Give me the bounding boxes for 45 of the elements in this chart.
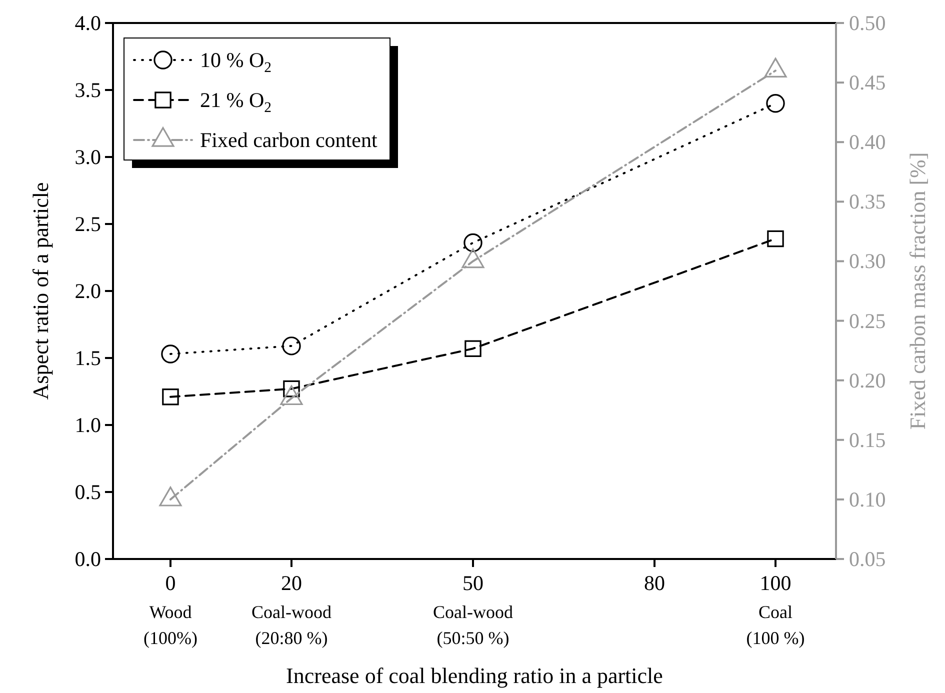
y-tick-label: 2.5 xyxy=(74,212,101,236)
x-tick-label: 100 xyxy=(760,571,792,595)
point xyxy=(766,94,785,113)
x-tick-label: 80 xyxy=(644,571,665,595)
legend-label: 10 % O$_{2}$ xyxy=(200,48,272,76)
x-tick-label: 0 xyxy=(165,571,176,595)
y2-tick-label: 0.05 xyxy=(849,547,886,571)
point xyxy=(764,58,787,78)
x-axis-title: Increase of coal blending ratio in a particle xyxy=(286,663,663,688)
text: Coal-wood (20:80 %) xyxy=(251,602,332,648)
y-tick-label: 3.5 xyxy=(74,78,101,102)
y2-tick-label: 0.35 xyxy=(849,190,886,214)
y2-tick-label: 0.30 xyxy=(849,249,886,274)
point xyxy=(767,230,784,248)
text: Coal-wood (50:50 %) xyxy=(432,602,513,648)
y-tick-label: 2.0 xyxy=(74,279,101,303)
point xyxy=(280,385,303,406)
y-tick-label: 0.5 xyxy=(74,480,101,504)
y2-tick-label: 0.45 xyxy=(849,70,886,95)
y2-axis-title: Fixed carbon mass fraction [%] xyxy=(904,152,930,430)
y-tick-label: 4.0 xyxy=(74,11,101,35)
y2-tick-label: 0.25 xyxy=(849,308,886,333)
y-tick-label: 1.0 xyxy=(74,413,101,437)
y2-tick-label: 0.40 xyxy=(849,130,886,154)
text: Wood (100%) xyxy=(143,602,198,648)
y2-tick-label: 0.20 xyxy=(849,368,886,392)
y2-tick-label: 0.50 xyxy=(849,11,886,35)
x-tick-label: 20 xyxy=(280,571,302,595)
legend-label: Fixed carbon content xyxy=(200,128,378,152)
y-axis-title: Aspect ratio of a particle xyxy=(28,182,52,400)
y2-tick-label: 0.10 xyxy=(849,487,886,512)
point xyxy=(161,344,180,364)
point xyxy=(159,486,182,506)
y-tick-label: 0.0 xyxy=(74,547,101,571)
y-tick-label: 1.5 xyxy=(74,346,101,370)
point xyxy=(462,248,484,268)
y2-tick-label: 0.15 xyxy=(849,428,886,452)
y-tick-label: 3.0 xyxy=(74,145,101,169)
point xyxy=(282,336,301,356)
x-tick-label: 50 xyxy=(462,571,484,595)
point xyxy=(464,233,482,252)
legend-label: 21 % O$_{2}$ xyxy=(200,88,272,116)
point xyxy=(162,388,179,406)
text: Coal (100 %) xyxy=(746,602,805,648)
point xyxy=(464,340,482,358)
